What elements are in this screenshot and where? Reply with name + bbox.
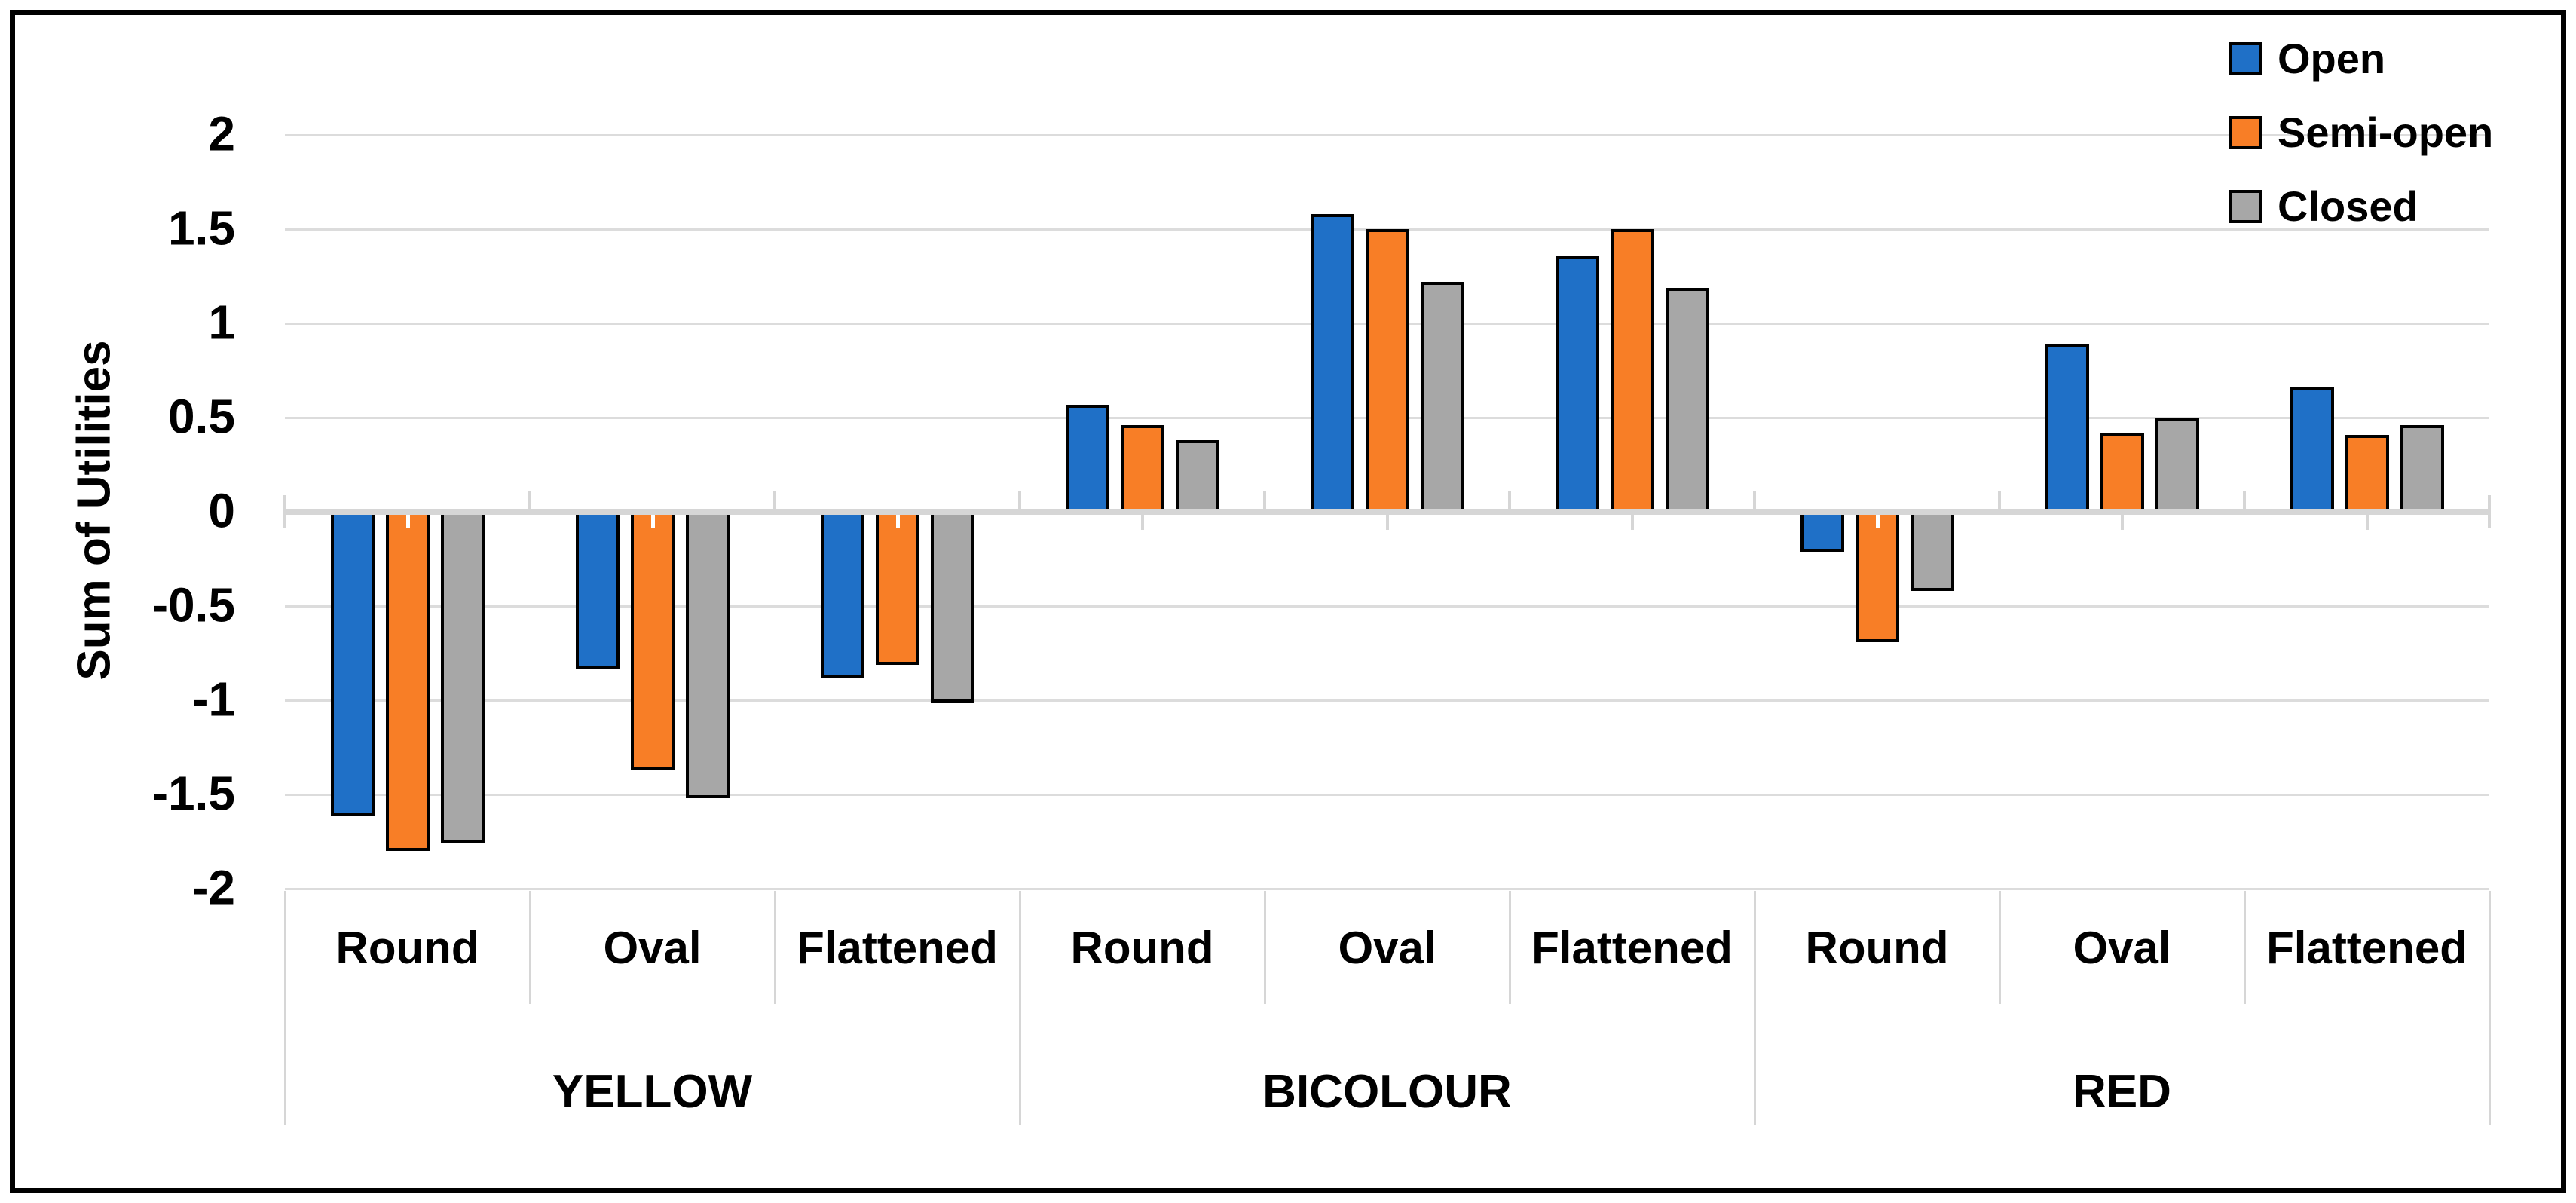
y-tick-label: -1.5 <box>151 766 235 821</box>
category-center-tick <box>1385 515 1389 530</box>
bar-bicolour-round-open <box>1065 404 1109 512</box>
category-boundary-tick <box>1263 491 1266 512</box>
bar-red-round-closed <box>1910 512 1954 591</box>
category-separator-line <box>1264 891 1266 1004</box>
gridline <box>285 134 2489 136</box>
y-tick-label: -1 <box>192 672 235 727</box>
x-group-label: RED <box>2073 1066 2171 1118</box>
x-category-label: Oval <box>2073 923 2171 973</box>
x-group-label: YELLOW <box>552 1066 753 1118</box>
gridline <box>285 794 2489 796</box>
group-separator-line <box>284 891 286 1125</box>
x-category-label: Flattened <box>797 923 998 973</box>
x-category-label: Round <box>335 923 479 973</box>
bar-yellow-round-closed <box>440 512 485 843</box>
gridline <box>285 699 2489 702</box>
bar-yellow-oval-closed <box>685 512 730 798</box>
x-category-label: Flattened <box>1531 923 1733 973</box>
bar-bicolour-flattened-semi-open <box>1610 229 1654 512</box>
category-boundary-tick <box>1998 491 2001 512</box>
category-separator-line <box>1509 891 1511 1004</box>
bar-red-round-open <box>1800 512 1844 552</box>
y-tick-label: 1.5 <box>168 200 235 256</box>
y-tick-label: -0.5 <box>151 577 235 632</box>
axis-edge-tick <box>2488 495 2491 528</box>
bar-yellow-oval-open <box>575 512 620 669</box>
category-boundary-tick <box>1018 491 1021 512</box>
y-tick-label: -2 <box>192 860 235 915</box>
category-boundary-tick <box>1753 491 1756 512</box>
legend-label: Semi-open <box>2278 109 2494 156</box>
bar-bicolour-flattened-open <box>1555 256 1599 512</box>
gridline <box>285 888 2489 890</box>
bar-bicolour-oval-open <box>1310 214 1354 512</box>
figure-border <box>10 10 2566 1193</box>
legend-item-semi-open: Semi-open <box>2229 112 2516 154</box>
bar-yellow-round-open <box>330 512 375 816</box>
gridline <box>285 605 2489 608</box>
x-group-label: BICOLOUR <box>1262 1066 1512 1118</box>
x-category-label: Oval <box>1338 923 1436 973</box>
legend-label: Open <box>2278 35 2386 82</box>
legend-label: Closed <box>2278 182 2418 230</box>
y-tick-label: 0 <box>208 483 235 538</box>
legend-swatch-icon <box>2229 42 2262 75</box>
category-center-tick-white <box>895 515 900 528</box>
category-center-tick <box>2365 515 2369 530</box>
bar-yellow-round-semi-open <box>385 512 430 851</box>
category-center-tick <box>1140 515 1144 530</box>
bar-yellow-flattened-open <box>820 512 864 678</box>
bar-red-flattened-semi-open <box>2345 434 2389 512</box>
category-boundary-tick <box>773 491 776 512</box>
bar-red-oval-closed <box>2155 418 2199 512</box>
y-tick-label: 0.5 <box>168 389 235 444</box>
category-center-tick-white <box>1875 515 1880 528</box>
group-separator-line <box>1019 891 1021 1125</box>
bar-red-oval-semi-open <box>2100 433 2144 512</box>
y-tick-label: 1 <box>208 295 235 350</box>
category-separator-line <box>1999 891 2001 1004</box>
category-boundary-tick <box>2243 491 2246 512</box>
category-center-tick <box>2120 515 2124 530</box>
x-category-label: Flattened <box>2266 923 2467 973</box>
category-center-tick <box>1630 515 1634 530</box>
x-axis-line <box>285 509 2489 515</box>
legend-item-open: Open <box>2229 38 2516 80</box>
legend-swatch-icon <box>2229 190 2262 223</box>
category-center-tick-white <box>405 515 410 528</box>
bar-red-oval-open <box>2045 344 2089 512</box>
x-category-label: Round <box>1805 923 1949 973</box>
bar-bicolour-oval-closed <box>1420 282 1464 512</box>
group-separator-line <box>1754 891 1756 1125</box>
y-tick-label: 2 <box>208 106 235 161</box>
bar-bicolour-round-semi-open <box>1120 425 1164 512</box>
bar-yellow-oval-semi-open <box>630 512 675 770</box>
legend-item-closed: Closed <box>2229 185 2516 228</box>
x-category-label: Oval <box>603 923 702 973</box>
bar-yellow-flattened-semi-open <box>875 512 919 665</box>
bar-yellow-flattened-closed <box>930 512 974 703</box>
bar-bicolour-oval-semi-open <box>1365 229 1409 512</box>
bar-red-round-semi-open <box>1855 512 1899 642</box>
bar-bicolour-round-closed <box>1175 440 1219 512</box>
bar-bicolour-flattened-closed <box>1665 287 1709 512</box>
bar-red-flattened-closed <box>2400 425 2444 512</box>
category-separator-line <box>529 891 531 1004</box>
bar-red-flattened-open <box>2290 387 2334 512</box>
category-boundary-tick <box>1508 491 1511 512</box>
category-center-tick-white <box>650 515 655 528</box>
category-boundary-tick <box>528 491 531 512</box>
legend-swatch-icon <box>2229 116 2262 149</box>
x-category-label: Round <box>1070 923 1214 973</box>
group-separator-line <box>2489 891 2491 1125</box>
category-separator-line <box>2244 891 2246 1004</box>
category-separator-line <box>774 891 776 1004</box>
